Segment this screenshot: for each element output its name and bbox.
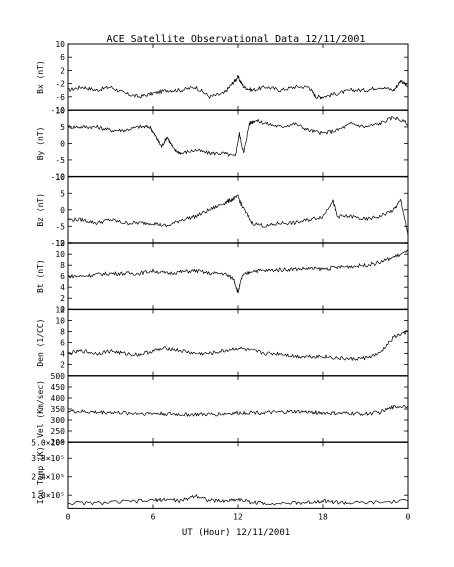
y-tick-label: 8: [60, 328, 65, 337]
y-tick-label: -2: [55, 80, 65, 89]
series-line-2: [67, 116, 409, 157]
y-tick-label: -5: [55, 156, 65, 165]
panel-5: Den (1/CC) 12 10 8 6 4 2: [36, 306, 409, 377]
chart-title: ACE Satellite Observational Data 12/11/2…: [107, 34, 366, 45]
y-tick-label: 2: [60, 361, 65, 370]
panel-frame: [67, 375, 409, 443]
y-tick-label: 350: [51, 405, 66, 414]
y-tick-label: 5.0×10⁵: [31, 438, 65, 447]
panel-7: Ion Temp (K)5.0×10⁵ 3.8×10⁵ 2.4×10⁵ 1.0×10⁵: [31, 438, 409, 509]
y-tick-label: 5: [60, 189, 65, 198]
x-tick-label: 0: [406, 512, 411, 521]
series-line-5: [67, 330, 409, 361]
y-tick-label: -5: [55, 222, 65, 231]
y-tick-label: 1.0×10⁵: [31, 491, 65, 500]
panel-2: By (nT) 10 5 0 -5 -10: [36, 106, 409, 181]
y-tick-label: 12: [55, 239, 65, 248]
y-tick-label: -10: [51, 239, 66, 248]
panel-y-label: Den (1/CC): [36, 319, 45, 367]
y-tick-label: -10: [51, 106, 66, 115]
y-tick-label: 0: [60, 139, 65, 148]
panel-3: Bz (nT) 10 5 0 -5 -10: [36, 173, 409, 248]
x-tick-label: 12: [233, 512, 243, 521]
y-tick-label: 8: [60, 261, 65, 270]
y-tick-label: 10: [55, 317, 65, 326]
y-tick-label: 10: [55, 40, 65, 49]
x-tick-label: 18: [318, 512, 328, 521]
x-tick-label: 6: [151, 512, 156, 521]
y-tick-label: 2: [60, 294, 65, 303]
panel-frame: [67, 176, 409, 244]
y-tick-label: 6: [60, 272, 65, 281]
x-axis-label: UT (Hour) 12/11/2001: [182, 528, 290, 538]
y-tick-label: 0: [60, 206, 65, 215]
panel-frame: [67, 441, 409, 509]
series-line-6: [67, 404, 409, 417]
y-tick-label: 10: [55, 106, 65, 115]
y-tick-label: 300: [51, 416, 66, 425]
y-tick-label: 0: [60, 305, 65, 314]
y-tick-label: -6: [55, 93, 65, 102]
y-tick-label: 3.8×10⁵: [31, 454, 65, 463]
panel-y-label: Bt (nT): [36, 259, 45, 293]
y-tick-label: 10: [55, 250, 65, 259]
series-line-3: [67, 194, 409, 237]
y-tick-label: 200: [51, 438, 66, 447]
y-tick-label: -10: [51, 172, 66, 181]
series-line-4: [67, 249, 409, 294]
y-tick-label: 6: [60, 53, 65, 62]
y-tick-label: 400: [51, 394, 66, 403]
y-tick-label: 250: [51, 427, 66, 436]
y-tick-label: 4: [60, 283, 65, 292]
x-tick-label: 0: [66, 512, 71, 521]
panel-frame: [67, 242, 409, 310]
panel-y-label: Bz (nT): [36, 193, 45, 227]
y-tick-label: 450: [51, 383, 66, 392]
y-tick-label: 4: [60, 350, 65, 359]
y-tick-label: 2: [60, 66, 65, 75]
y-tick-label: 10: [55, 173, 65, 182]
panel-4: Bt (nT) 12 10 8 6 4 2 0: [36, 239, 409, 314]
panel-6: Vel (Km/sec) 500 450 400 350 300 250 200: [36, 372, 409, 447]
y-tick-label: 12: [55, 306, 65, 315]
y-tick-label: 2.4×10⁵: [31, 473, 65, 482]
panel-y-label: Vel (Km/sec): [36, 380, 45, 438]
series-line-7: [67, 494, 409, 506]
panel-y-label: Bx (nT): [36, 60, 45, 94]
y-tick-label: 5: [60, 123, 65, 132]
y-tick-label: 6: [60, 339, 65, 348]
panel-1: Bx (nT) 10 6 2 -2 -6 -10: [36, 40, 409, 115]
y-tick-label: 500: [51, 372, 66, 381]
panel-y-label: Ion Temp (K): [36, 447, 45, 505]
panel-frame: [67, 309, 409, 377]
series-line-1: [67, 75, 409, 100]
panel-y-label: By (nT): [36, 127, 45, 161]
